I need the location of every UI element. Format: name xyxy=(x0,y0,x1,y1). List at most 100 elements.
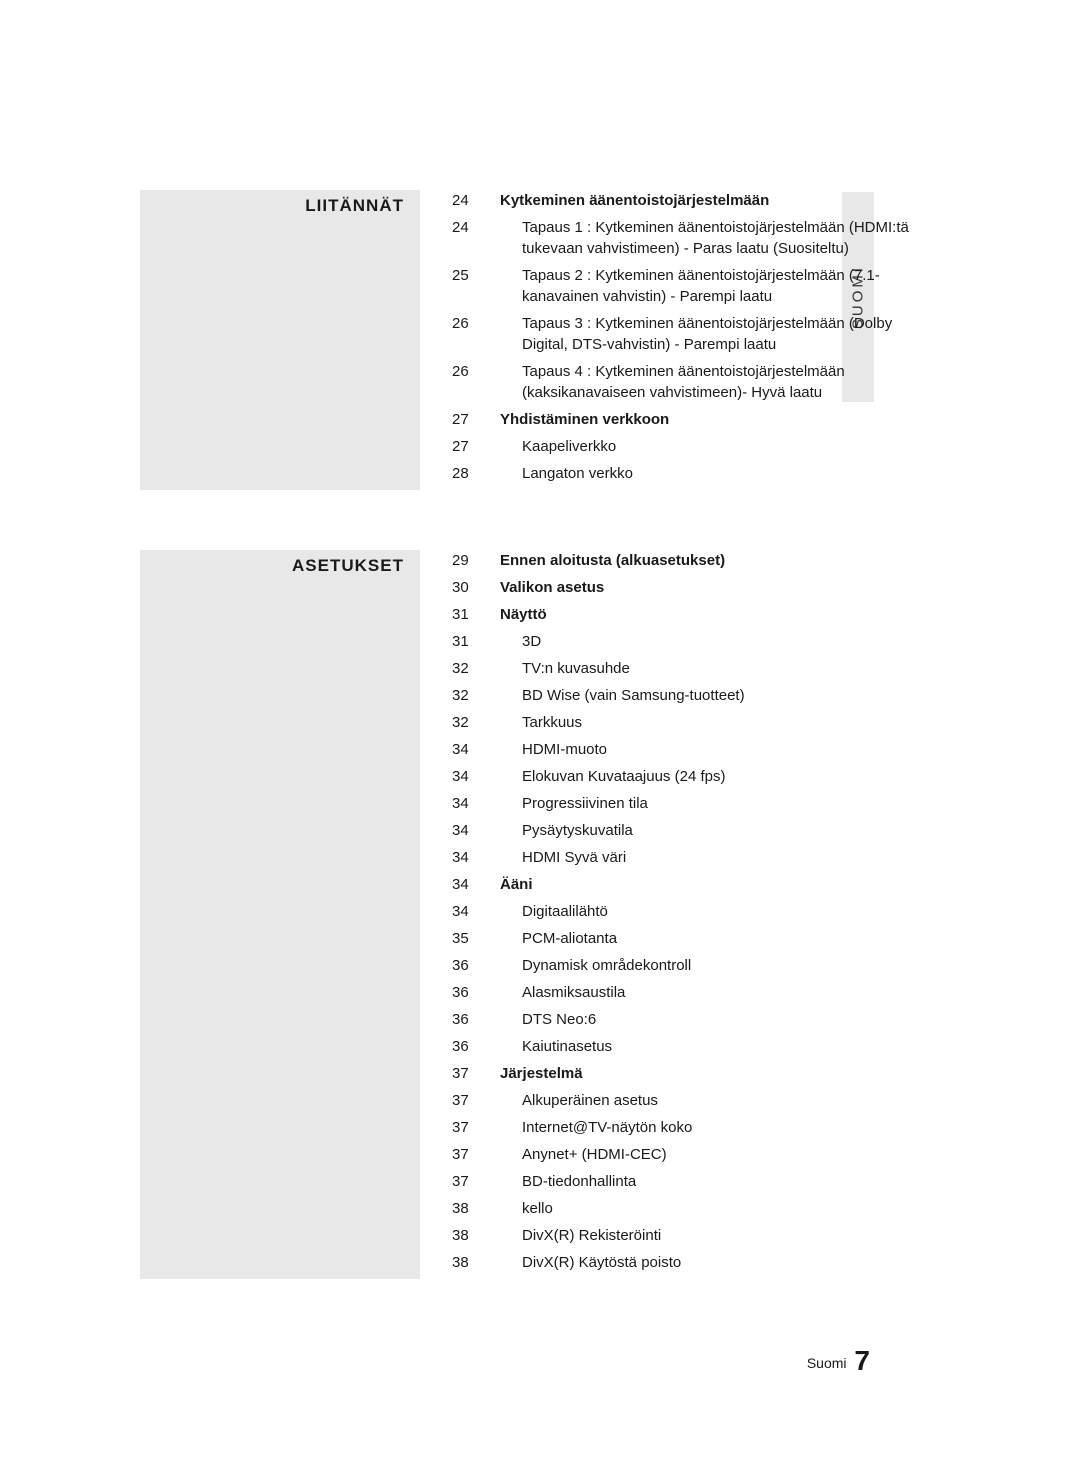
toc-row: 27Yhdistäminen verkkoon xyxy=(452,409,920,430)
section-left-bar: LIITÄNNÄT xyxy=(140,190,420,490)
toc-page-number: 36 xyxy=(452,1009,500,1030)
toc-entry-text: Alkuperäinen asetus xyxy=(500,1090,920,1111)
section-title: ASETUKSET xyxy=(140,556,404,576)
toc-row: 32BD Wise (vain Samsung-tuotteet) xyxy=(452,685,920,706)
section-body: 24Kytkeminen äänentoistojärjestelmään24T… xyxy=(420,190,920,490)
toc-entry-text: Ääni xyxy=(500,874,920,895)
toc-entry-text: Kytkeminen äänentoistojärjestelmään xyxy=(500,190,920,211)
toc-row: 36Kaiutinasetus xyxy=(452,1036,920,1057)
toc-page-number: 31 xyxy=(452,631,500,652)
toc-page-number: 32 xyxy=(452,712,500,733)
toc-entry-text: Internet@TV-näytön koko xyxy=(500,1117,920,1138)
section-left-bar: ASETUKSET xyxy=(140,550,420,1279)
toc-entry-text: Kaapeliverkko xyxy=(500,436,920,457)
toc-page-number: 38 xyxy=(452,1198,500,1219)
toc-row: 34Ääni xyxy=(452,874,920,895)
toc-page-number: 32 xyxy=(452,685,500,706)
toc-entry-text: Tarkkuus xyxy=(500,712,920,733)
toc-entry-text: Kaiutinasetus xyxy=(500,1036,920,1057)
toc-row: 26Tapaus 3 : Kytkeminen äänentoistojärje… xyxy=(452,313,920,355)
toc-page-number: 37 xyxy=(452,1063,500,1084)
toc-row: 36Alasmiksaustila xyxy=(452,982,920,1003)
toc-entry-text: HDMI-muoto xyxy=(500,739,920,760)
toc-row: 313D xyxy=(452,631,920,652)
toc-row: 38DivX(R) Rekisteröinti xyxy=(452,1225,920,1246)
toc-entry-text: Alasmiksaustila xyxy=(500,982,920,1003)
toc-entry-text: Pysäytyskuvatila xyxy=(500,820,920,841)
footer-language: Suomi xyxy=(807,1355,847,1371)
toc-row: 27Kaapeliverkko xyxy=(452,436,920,457)
toc-row: 36DTS Neo:6 xyxy=(452,1009,920,1030)
toc-row: 37Internet@TV-näytön koko xyxy=(452,1117,920,1138)
toc-page-number: 28 xyxy=(452,463,500,484)
toc-page-number: 37 xyxy=(452,1117,500,1138)
toc-page-number: 26 xyxy=(452,313,500,334)
toc-row: 34Digitaalilähtö xyxy=(452,901,920,922)
toc-entry-text: Yhdistäminen verkkoon xyxy=(500,409,920,430)
toc-entry-text: DivX(R) Rekisteröinti xyxy=(500,1225,920,1246)
toc-page: LIITÄNNÄT 24Kytkeminen äänentoistojärjest… xyxy=(140,190,920,1339)
toc-entry-text: Elokuvan Kuvataajuus (24 fps) xyxy=(500,766,920,787)
toc-page-number: 36 xyxy=(452,982,500,1003)
toc-page-number: 32 xyxy=(452,658,500,679)
toc-row: 32Tarkkuus xyxy=(452,712,920,733)
toc-entry-text: Anynet+ (HDMI-CEC) xyxy=(500,1144,920,1165)
toc-row: 34Progressiivinen tila xyxy=(452,793,920,814)
toc-page-number: 34 xyxy=(452,793,500,814)
toc-page-number: 38 xyxy=(452,1225,500,1246)
toc-page-number: 35 xyxy=(452,928,500,949)
toc-entry-text: Langaton verkko xyxy=(500,463,920,484)
toc-entry-text: kello xyxy=(500,1198,920,1219)
toc-page-number: 34 xyxy=(452,874,500,895)
toc-page-number: 34 xyxy=(452,901,500,922)
toc-page-number: 37 xyxy=(452,1090,500,1111)
toc-entry-text: TV:n kuvasuhde xyxy=(500,658,920,679)
toc-entry-text: Valikon asetus xyxy=(500,577,920,598)
toc-row: 24Kytkeminen äänentoistojärjestelmään xyxy=(452,190,920,211)
toc-row: 34Pysäytyskuvatila xyxy=(452,820,920,841)
toc-row: 37Anynet+ (HDMI-CEC) xyxy=(452,1144,920,1165)
toc-entry-text: Tapaus 2 : Kytkeminen äänentoistojärjest… xyxy=(500,265,920,307)
toc-entry-text: DivX(R) Käytöstä poisto xyxy=(500,1252,920,1273)
toc-row: 37Järjestelmä xyxy=(452,1063,920,1084)
page-footer: Suomi 7 xyxy=(807,1345,870,1377)
toc-row: 32TV:n kuvasuhde xyxy=(452,658,920,679)
toc-section: ASETUKSET 29Ennen aloitusta (alkuasetukse… xyxy=(140,550,920,1279)
toc-page-number: 31 xyxy=(452,604,500,625)
toc-row: 35PCM-aliotanta xyxy=(452,928,920,949)
toc-row: 37Alkuperäinen asetus xyxy=(452,1090,920,1111)
toc-entry-text: 3D xyxy=(500,631,920,652)
toc-page-number: 24 xyxy=(452,190,500,211)
toc-page-number: 34 xyxy=(452,766,500,787)
toc-row: 38DivX(R) Käytöstä poisto xyxy=(452,1252,920,1273)
toc-row: 37BD-tiedonhallinta xyxy=(452,1171,920,1192)
toc-page-number: 38 xyxy=(452,1252,500,1273)
toc-row: 31Näyttö xyxy=(452,604,920,625)
toc-page-number: 27 xyxy=(452,409,500,430)
toc-entry-text: BD Wise (vain Samsung-tuotteet) xyxy=(500,685,920,706)
toc-entry-text: Progressiivinen tila xyxy=(500,793,920,814)
toc-entry-text: Tapaus 1 : Kytkeminen äänentoistojärjest… xyxy=(500,217,920,259)
toc-entry-text: PCM-aliotanta xyxy=(500,928,920,949)
toc-entry-text: HDMI Syvä väri xyxy=(500,847,920,868)
toc-page-number: 36 xyxy=(452,955,500,976)
toc-page-number: 34 xyxy=(452,820,500,841)
toc-page-number: 29 xyxy=(452,550,500,571)
toc-entry-text: BD-tiedonhallinta xyxy=(500,1171,920,1192)
toc-page-number: 37 xyxy=(452,1144,500,1165)
toc-page-number: 27 xyxy=(452,436,500,457)
toc-row: 34HDMI Syvä väri xyxy=(452,847,920,868)
toc-entry-text: Näyttö xyxy=(500,604,920,625)
toc-row: 34Elokuvan Kuvataajuus (24 fps) xyxy=(452,766,920,787)
toc-entry-text: Järjestelmä xyxy=(500,1063,920,1084)
toc-page-number: 36 xyxy=(452,1036,500,1057)
section-title: LIITÄNNÄT xyxy=(140,196,404,216)
toc-row: 24Tapaus 1 : Kytkeminen äänentoistojärje… xyxy=(452,217,920,259)
toc-row: 25Tapaus 2 : Kytkeminen äänentoistojärje… xyxy=(452,265,920,307)
toc-page-number: 34 xyxy=(452,739,500,760)
toc-page-number: 25 xyxy=(452,265,500,286)
toc-row: 34HDMI-muoto xyxy=(452,739,920,760)
footer-page-number: 7 xyxy=(854,1345,870,1376)
section-body: 29Ennen aloitusta (alkuasetukset)30Valik… xyxy=(420,550,920,1279)
toc-row: 36Dynamisk områdekontroll xyxy=(452,955,920,976)
